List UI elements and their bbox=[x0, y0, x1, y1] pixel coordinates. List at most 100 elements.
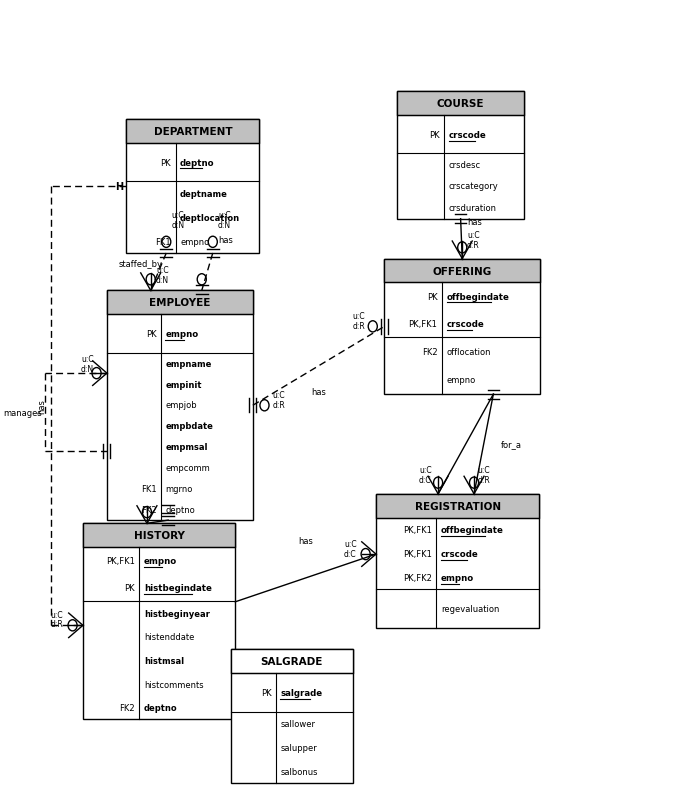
Text: DEPARTMENT: DEPARTMENT bbox=[154, 127, 232, 137]
Text: empjob: empjob bbox=[166, 401, 197, 410]
Text: u:C: u:C bbox=[218, 211, 230, 220]
Text: u:C: u:C bbox=[171, 211, 184, 220]
Text: histmsal: histmsal bbox=[144, 656, 184, 665]
Text: COURSE: COURSE bbox=[437, 99, 484, 109]
Text: PK,FK1: PK,FK1 bbox=[106, 557, 135, 565]
Text: FK2: FK2 bbox=[422, 347, 437, 356]
Text: u:C: u:C bbox=[273, 391, 285, 400]
Bar bbox=[376, 494, 540, 518]
Text: PK: PK bbox=[429, 131, 440, 140]
Text: mgrno: mgrno bbox=[166, 484, 193, 493]
Text: u:C: u:C bbox=[344, 540, 357, 549]
Text: SALGRADE: SALGRADE bbox=[261, 657, 323, 666]
Text: sallower: sallower bbox=[280, 719, 315, 728]
Text: empno: empno bbox=[180, 237, 209, 246]
Text: d:C: d:C bbox=[344, 549, 357, 558]
Text: d:R: d:R bbox=[273, 400, 285, 410]
Text: PK,FK1: PK,FK1 bbox=[408, 319, 437, 328]
Text: offbegindate: offbegindate bbox=[446, 292, 509, 302]
Text: HISTORY: HISTORY bbox=[134, 531, 184, 541]
Text: crsdesc: crsdesc bbox=[448, 160, 481, 169]
Text: has: has bbox=[37, 399, 47, 414]
Text: d:C: d:C bbox=[152, 533, 165, 542]
Text: deptlocation: deptlocation bbox=[180, 213, 240, 222]
Text: deptno: deptno bbox=[180, 158, 215, 168]
Text: empcomm: empcomm bbox=[166, 464, 210, 472]
Text: has: has bbox=[467, 217, 482, 226]
Text: PK: PK bbox=[160, 158, 171, 168]
Text: has: has bbox=[298, 536, 313, 545]
Text: u:C: u:C bbox=[156, 266, 168, 275]
Text: deptno: deptno bbox=[144, 703, 177, 712]
Bar bbox=[107, 291, 253, 520]
Text: d:R: d:R bbox=[477, 476, 490, 484]
Text: d:N: d:N bbox=[81, 364, 94, 374]
Bar bbox=[107, 291, 253, 315]
Text: u:C: u:C bbox=[467, 231, 480, 240]
Text: regevaluation: regevaluation bbox=[441, 605, 500, 614]
Text: histbeginyear: histbeginyear bbox=[144, 609, 210, 618]
Text: REGISTRATION: REGISTRATION bbox=[415, 501, 501, 511]
Text: d:R: d:R bbox=[51, 619, 63, 629]
Text: crscode: crscode bbox=[448, 131, 486, 140]
Text: PK: PK bbox=[146, 330, 157, 338]
Text: crscode: crscode bbox=[441, 549, 479, 558]
Text: u:C: u:C bbox=[419, 466, 432, 475]
Text: crsduration: crsduration bbox=[448, 204, 497, 213]
Text: FK2: FK2 bbox=[119, 703, 135, 712]
Text: empname: empname bbox=[166, 359, 212, 368]
Text: empno: empno bbox=[166, 330, 199, 338]
Bar bbox=[126, 119, 259, 144]
Text: PK,FK1: PK,FK1 bbox=[403, 549, 432, 558]
Text: empno: empno bbox=[446, 376, 476, 385]
Bar bbox=[397, 92, 524, 115]
Text: FK2: FK2 bbox=[141, 505, 157, 515]
Text: u:C: u:C bbox=[51, 610, 63, 619]
Text: crscode: crscode bbox=[446, 319, 484, 328]
Bar bbox=[376, 494, 540, 628]
Text: d:C: d:C bbox=[419, 476, 432, 484]
Text: empno: empno bbox=[144, 557, 177, 565]
Text: d:N: d:N bbox=[171, 221, 184, 229]
Text: empno: empno bbox=[441, 573, 474, 582]
Text: salbonus: salbonus bbox=[280, 767, 318, 776]
Text: u:C: u:C bbox=[353, 312, 365, 321]
Text: FK1: FK1 bbox=[141, 484, 157, 493]
Text: staffed_by: staffed_by bbox=[119, 260, 163, 269]
Text: OFFERING: OFFERING bbox=[433, 266, 492, 276]
Text: for_a: for_a bbox=[501, 440, 522, 449]
Text: salupper: salupper bbox=[280, 743, 317, 752]
Text: offbegindate: offbegindate bbox=[441, 525, 504, 534]
Bar bbox=[126, 119, 259, 253]
Bar bbox=[384, 259, 540, 395]
Text: u:C: u:C bbox=[81, 354, 94, 364]
Text: d:N: d:N bbox=[218, 221, 231, 229]
Text: histenddate: histenddate bbox=[144, 633, 194, 642]
Bar bbox=[397, 92, 524, 220]
Bar bbox=[230, 650, 353, 784]
Text: EMPLOYEE: EMPLOYEE bbox=[149, 298, 210, 308]
Text: PK: PK bbox=[261, 688, 271, 697]
Text: PK,FK2: PK,FK2 bbox=[403, 573, 432, 582]
Text: crscategory: crscategory bbox=[448, 182, 498, 191]
Text: hasu:C: hasu:C bbox=[139, 524, 165, 533]
Bar bbox=[83, 524, 235, 719]
Text: deptno: deptno bbox=[166, 505, 195, 515]
Text: salgrade: salgrade bbox=[280, 688, 322, 697]
Bar bbox=[384, 259, 540, 283]
Text: d:R: d:R bbox=[467, 241, 480, 249]
Text: empbdate: empbdate bbox=[166, 422, 213, 431]
Bar bbox=[83, 524, 235, 548]
Text: FK1: FK1 bbox=[155, 237, 171, 246]
Text: deptname: deptname bbox=[180, 189, 228, 198]
Text: H: H bbox=[115, 182, 123, 192]
Text: u:C: u:C bbox=[477, 466, 490, 475]
Bar bbox=[230, 650, 353, 674]
Text: PK,FK1: PK,FK1 bbox=[403, 525, 432, 534]
Text: manages: manages bbox=[3, 408, 42, 417]
Text: empmsal: empmsal bbox=[166, 443, 208, 452]
Text: d:R: d:R bbox=[352, 322, 365, 330]
Text: d:N: d:N bbox=[156, 275, 169, 285]
Text: PK: PK bbox=[124, 584, 135, 593]
Text: histbegindate: histbegindate bbox=[144, 584, 212, 593]
